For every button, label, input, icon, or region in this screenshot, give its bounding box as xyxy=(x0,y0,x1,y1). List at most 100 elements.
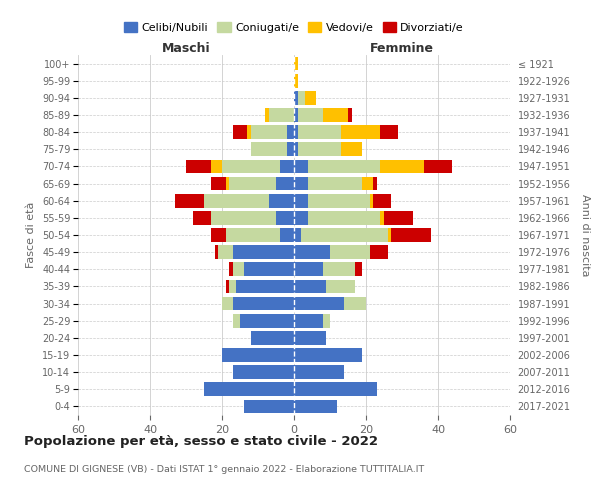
Bar xyxy=(294,176,308,190)
Bar xyxy=(294,296,344,310)
Bar xyxy=(211,176,226,190)
Bar xyxy=(186,160,211,173)
Bar xyxy=(251,142,287,156)
Text: COMUNE DI GIGNESE (VB) - Dati ISTAT 1° gennaio 2022 - Elaborazione TUTTITALIA.IT: COMUNE DI GIGNESE (VB) - Dati ISTAT 1° g… xyxy=(24,465,424,474)
Bar xyxy=(294,382,377,396)
Bar xyxy=(229,280,236,293)
Bar xyxy=(294,280,326,293)
Bar xyxy=(370,246,388,259)
Text: Popolazione per età, sesso e stato civile - 2022: Popolazione per età, sesso e stato civil… xyxy=(24,435,378,448)
Bar xyxy=(244,400,294,413)
Text: Maschi: Maschi xyxy=(161,42,211,55)
Bar xyxy=(294,400,337,413)
Bar xyxy=(233,262,244,276)
Text: Femmine: Femmine xyxy=(370,42,434,55)
Bar xyxy=(326,280,355,293)
Y-axis label: Fasce di età: Fasce di età xyxy=(26,202,37,268)
Bar xyxy=(323,262,355,276)
Bar xyxy=(341,142,362,156)
Bar xyxy=(294,126,298,139)
Bar xyxy=(355,262,362,276)
Bar xyxy=(222,348,294,362)
Bar xyxy=(233,126,247,139)
Bar xyxy=(247,126,251,139)
Bar xyxy=(384,211,413,224)
Bar xyxy=(294,314,323,328)
Bar xyxy=(308,194,370,207)
Bar xyxy=(298,91,305,104)
Bar xyxy=(211,228,226,242)
Bar xyxy=(287,126,294,139)
Bar xyxy=(251,126,287,139)
Bar xyxy=(341,126,380,139)
Bar xyxy=(175,194,204,207)
Bar xyxy=(294,228,301,242)
Bar xyxy=(294,142,298,156)
Bar xyxy=(373,194,391,207)
Bar xyxy=(294,211,308,224)
Y-axis label: Anni di nascita: Anni di nascita xyxy=(580,194,590,276)
Bar xyxy=(229,176,276,190)
Bar xyxy=(233,296,294,310)
Bar xyxy=(391,228,431,242)
Bar xyxy=(218,246,233,259)
Bar xyxy=(380,126,398,139)
Bar xyxy=(229,262,233,276)
Bar xyxy=(226,280,229,293)
Bar xyxy=(380,211,384,224)
Bar xyxy=(236,280,294,293)
Bar xyxy=(301,228,388,242)
Bar xyxy=(294,348,362,362)
Bar xyxy=(344,296,366,310)
Bar xyxy=(323,108,348,122)
Bar xyxy=(233,366,294,379)
Bar xyxy=(226,176,229,190)
Bar xyxy=(294,194,308,207)
Bar xyxy=(294,56,298,70)
Bar xyxy=(388,228,391,242)
Bar xyxy=(294,74,298,88)
Bar xyxy=(204,194,269,207)
Bar xyxy=(348,108,352,122)
Bar xyxy=(204,382,294,396)
Bar xyxy=(380,160,424,173)
Bar xyxy=(222,296,233,310)
Bar xyxy=(276,211,294,224)
Bar xyxy=(294,262,323,276)
Bar xyxy=(233,246,294,259)
Bar xyxy=(269,194,294,207)
Bar xyxy=(280,228,294,242)
Bar xyxy=(240,314,294,328)
Bar xyxy=(280,160,294,173)
Bar xyxy=(308,211,380,224)
Bar xyxy=(265,108,269,122)
Bar xyxy=(330,246,370,259)
Bar xyxy=(294,246,330,259)
Bar xyxy=(211,160,222,173)
Bar xyxy=(244,262,294,276)
Bar xyxy=(222,160,280,173)
Bar xyxy=(251,331,294,344)
Bar xyxy=(323,314,330,328)
Bar xyxy=(233,314,240,328)
Bar xyxy=(269,108,294,122)
Bar xyxy=(294,108,298,122)
Bar xyxy=(373,176,377,190)
Bar xyxy=(226,228,280,242)
Bar xyxy=(211,211,276,224)
Bar xyxy=(308,160,380,173)
Legend: Celibi/Nubili, Coniugati/e, Vedovi/e, Divorziati/e: Celibi/Nubili, Coniugati/e, Vedovi/e, Di… xyxy=(119,18,469,37)
Bar xyxy=(370,194,373,207)
Bar xyxy=(287,142,294,156)
Bar xyxy=(294,160,308,173)
Bar xyxy=(294,366,344,379)
Bar xyxy=(298,126,341,139)
Bar xyxy=(193,211,211,224)
Bar xyxy=(294,91,298,104)
Bar xyxy=(362,176,373,190)
Bar xyxy=(308,176,362,190)
Bar xyxy=(424,160,452,173)
Bar xyxy=(298,108,323,122)
Bar xyxy=(276,176,294,190)
Bar xyxy=(298,142,341,156)
